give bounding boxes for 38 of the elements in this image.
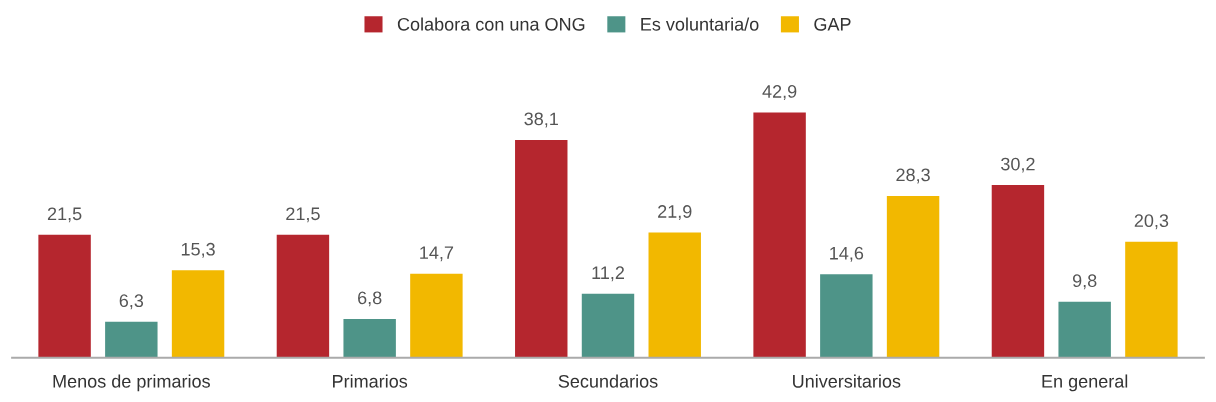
x-tick-label: Universitarios bbox=[793, 374, 901, 388]
legend-label: Es voluntaria/o bbox=[641, 17, 759, 31]
bar bbox=[105, 321, 158, 358]
bar bbox=[276, 234, 330, 358]
bar bbox=[753, 112, 806, 358]
data-label: 11,2 bbox=[592, 266, 624, 282]
legend-label: GAP bbox=[814, 17, 851, 31]
bar bbox=[1125, 241, 1178, 358]
bar bbox=[648, 232, 701, 358]
bar bbox=[581, 293, 635, 358]
data-label: 14,7 bbox=[420, 246, 454, 262]
bar bbox=[171, 270, 225, 358]
x-tick-label: En general bbox=[1042, 374, 1128, 392]
data-label: 20,3 bbox=[1134, 214, 1169, 230]
data-label: 21,9 bbox=[658, 205, 692, 221]
data-label: 21,5 bbox=[47, 207, 82, 223]
legend-label: Colabora con una ONG bbox=[397, 17, 585, 31]
data-label: 6,3 bbox=[119, 294, 144, 310]
bar bbox=[886, 195, 940, 358]
data-label: 21,5 bbox=[286, 207, 320, 223]
data-label: 42,9 bbox=[762, 85, 797, 100]
bar bbox=[820, 274, 873, 358]
data-label: 38,1 bbox=[524, 112, 558, 128]
data-label: 14,6 bbox=[830, 246, 864, 262]
data-label: 30,2 bbox=[1001, 157, 1035, 173]
x-tick-label: Primarios bbox=[333, 374, 408, 388]
bar bbox=[991, 185, 1045, 358]
x-tick-label: Secundarios bbox=[558, 374, 658, 388]
bar bbox=[1058, 301, 1111, 358]
data-label: 15,3 bbox=[181, 242, 215, 258]
data-label: 6,8 bbox=[358, 291, 382, 307]
bar bbox=[343, 318, 396, 358]
data-label: 28,3 bbox=[896, 168, 930, 184]
bar bbox=[515, 139, 568, 358]
bar bbox=[38, 234, 91, 358]
bar bbox=[410, 273, 463, 358]
x-tick-label: Menos de primarios bbox=[53, 374, 210, 392]
data-label: 9,8 bbox=[1072, 274, 1097, 290]
